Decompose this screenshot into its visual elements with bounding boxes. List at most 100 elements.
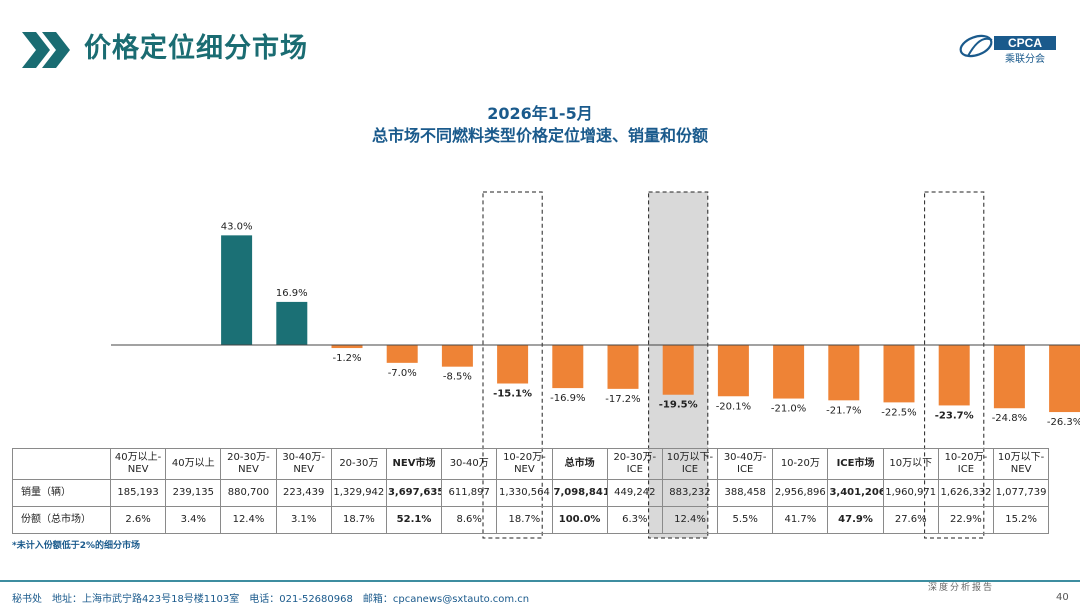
table-cell: 223,439	[275, 479, 332, 507]
table-cell: 185,193	[109, 479, 167, 507]
table-cell: 239,135	[165, 479, 222, 507]
table-cell: 47.9%	[827, 506, 884, 534]
highlight-column-box	[924, 191, 985, 539]
bar-0	[221, 235, 253, 345]
row-label: 销量（辆）	[12, 479, 111, 507]
table-header-cell: 10-20万-ICE	[937, 448, 995, 480]
cpca-logo: CPCA 乘联分会	[959, 34, 1056, 65]
bar-10	[773, 345, 805, 399]
table-cell: 2.6%	[109, 506, 167, 534]
table-header-cell: 10万以下-ICE	[661, 448, 719, 480]
table-cell: 100.0%	[551, 506, 608, 534]
table-cell: 18.7%	[330, 506, 387, 534]
bar-1	[276, 301, 308, 345]
chevron-decor-icon	[22, 32, 70, 68]
data-table: 40万以上-NEV 40万以上 20-30万-NEV 30-40万-NEV 20-30万…	[12, 448, 1050, 534]
data-label-1: 16.9%	[276, 288, 308, 299]
data-label-2: -1.2%	[332, 353, 361, 364]
data-label-11: -21.7%	[826, 405, 861, 416]
data-label-7: -17.2%	[605, 394, 640, 405]
table-cell: 3.4%	[165, 506, 222, 534]
table-cell: 611,897	[441, 479, 498, 507]
bar-6	[552, 345, 584, 389]
table-header-cell: 30-40万	[441, 448, 498, 480]
bar-12	[883, 345, 915, 403]
logo-text: CPCA	[1008, 36, 1042, 50]
table-header-cell: 10-20万-NEV	[496, 448, 553, 480]
bar-4	[441, 345, 473, 367]
data-label-6: -16.9%	[550, 393, 585, 404]
table-cell: 5.5%	[717, 506, 774, 534]
footer-report-label: 深度分析报告	[928, 583, 995, 593]
logo-subtext: 乘联分会	[1005, 52, 1045, 65]
chart-subtitle: 总市场不同燃料类型价格定位增速、销量和份额	[371, 126, 708, 145]
bar-3	[386, 345, 418, 363]
data-label-0: 43.0%	[221, 221, 253, 232]
table-cell: 41.7%	[772, 506, 829, 534]
data-label-3: -7.0%	[388, 368, 417, 379]
page-number: 40	[1056, 592, 1069, 603]
chart-title: 2026年1-5月	[487, 104, 593, 123]
highlight-column-box	[482, 191, 543, 539]
bar-14	[993, 345, 1025, 409]
table-row: 销量（辆） 185,193 239,135 880,700 223,439 1,329,9…	[12, 479, 1050, 507]
table-cell: 7,098,841	[551, 479, 608, 507]
table-header-cell: 10-20万	[772, 448, 829, 480]
table-cell: 12.4%	[661, 506, 719, 534]
data-label-5: -15.1%	[493, 389, 532, 400]
table-cell: 449,242	[606, 479, 663, 507]
data-label-15: -26.3%	[1047, 417, 1080, 428]
table-header-cell: 40万以上	[165, 448, 222, 480]
footer-divider	[0, 580, 1080, 582]
table-cell: 3,697,635	[385, 479, 443, 507]
data-label-12: -22.5%	[881, 407, 916, 418]
table-cell: 1,626,332	[937, 479, 995, 507]
page-title: 价格定位细分市场	[84, 33, 308, 64]
bar-9	[717, 345, 749, 397]
table-cell: 883,232	[661, 479, 719, 507]
data-label-14: -24.8%	[992, 413, 1027, 424]
table-cell: 1,077,739	[992, 479, 1050, 507]
table-header-row: 40万以上-NEV 40万以上 20-30万-NEV 30-40万-NEV 20-30万…	[12, 448, 1050, 480]
bar-2	[331, 345, 363, 349]
bar-15	[1049, 345, 1080, 413]
table-header-cell: 40万以上-NEV	[109, 448, 167, 480]
data-label-9: -20.1%	[716, 401, 751, 412]
bar-13	[938, 345, 970, 406]
table-header-cell: NEV市场	[385, 448, 443, 480]
table-cell: 22.9%	[937, 506, 995, 534]
bar-11	[828, 345, 860, 401]
table-header-cell: 10万以下-NEV	[992, 448, 1050, 480]
table-header-cell: 10万以下	[882, 448, 939, 480]
table-corner-cell	[12, 448, 111, 480]
table-header-cell: 30-40万-ICE	[717, 448, 774, 480]
table-cell: 388,458	[717, 479, 774, 507]
table-cell: 2,956,896	[772, 479, 829, 507]
table-row: 份额（总市场） 2.6% 3.4% 12.4% 3.1% 18.7% 52.1% 8.6% 18…	[12, 506, 1050, 534]
table-header-cell: 20-30万-NEV	[220, 448, 277, 480]
table-header-cell: 30-40万-NEV	[275, 448, 332, 480]
table-cell: 15.2%	[992, 506, 1050, 534]
table-cell: 1,960,971	[882, 479, 939, 507]
footnote: *未计入份额低于2%的细分市场	[12, 541, 140, 551]
row-label: 份额（总市场）	[12, 506, 111, 534]
bar-chart: 43.0% 16.9% -1.2% -7.0% -8.5% -15.1% -16.9% -17…	[111, 191, 1080, 539]
table-cell: 8.6%	[441, 506, 498, 534]
table-cell: 1,330,564	[496, 479, 553, 507]
data-label-13: -23.7%	[935, 410, 974, 421]
table-cell: 6.3%	[606, 506, 663, 534]
data-label-8: -19.5%	[659, 400, 698, 411]
table-header-cell: 20-30万	[330, 448, 387, 480]
table-header-cell: 总市场	[551, 448, 608, 480]
data-label-4: -8.5%	[443, 372, 472, 383]
data-label-10: -21.0%	[771, 404, 806, 415]
table-cell: 3.1%	[275, 506, 332, 534]
table-cell: 52.1%	[385, 506, 443, 534]
table-header-cell: ICE市场	[827, 448, 884, 480]
table-cell: 27.6%	[882, 506, 939, 534]
table-cell: 1,329,942	[330, 479, 387, 507]
table-cell: 3,401,206	[827, 479, 884, 507]
table-cell: 880,700	[220, 479, 277, 507]
bar-8	[662, 345, 694, 395]
table-cell: 18.7%	[496, 506, 553, 534]
